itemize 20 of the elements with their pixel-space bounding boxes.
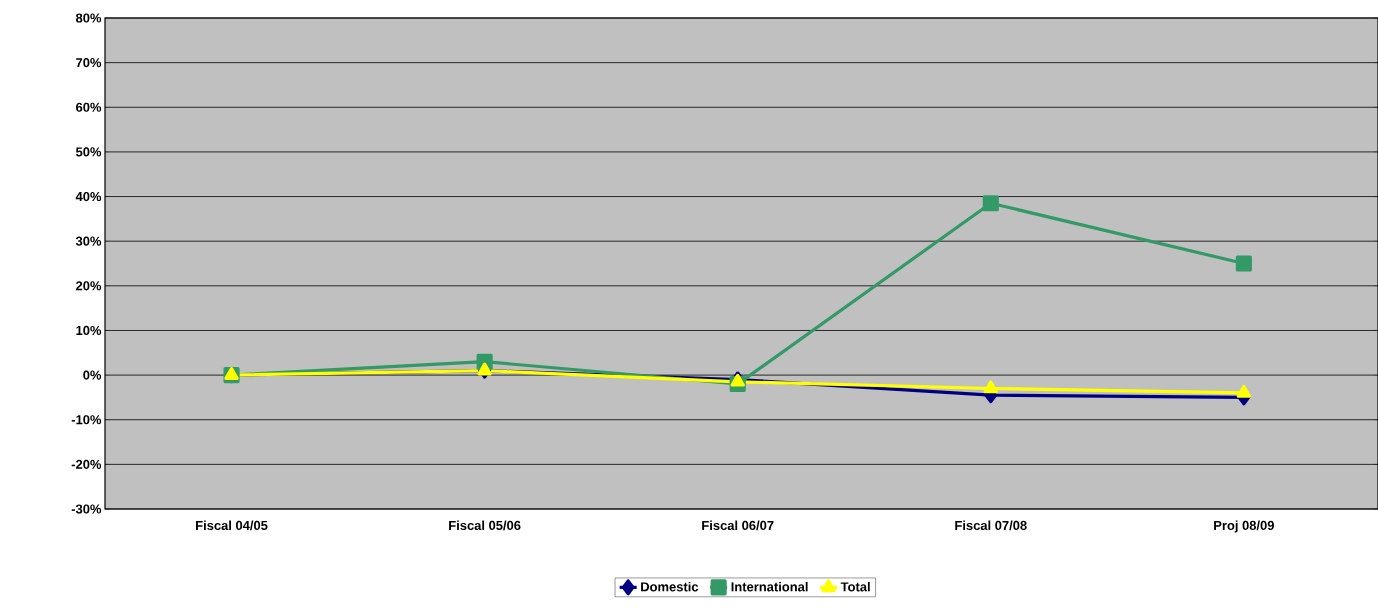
y-tick-label: -20%: [71, 459, 102, 469]
x-tick-label: Fiscal 07/08: [955, 520, 1027, 531]
y-tick-label: 60%: [76, 102, 102, 112]
y-tick-label: 20%: [76, 281, 102, 291]
x-tick-label: Fiscal 04/05: [196, 520, 268, 531]
y-tick-label: 30%: [75, 236, 102, 246]
y-tick-label: 40%: [75, 191, 102, 202]
x-tick-label: Proj 08/09: [1214, 520, 1274, 533]
y-tick-label: 10%: [76, 325, 102, 336]
x-tick-label: Fiscal 06/07: [702, 520, 774, 531]
y-tick-label: -10%: [71, 415, 102, 425]
legend-label: Total: [840, 581, 870, 592]
y-tick-label: 50%: [75, 147, 102, 157]
y-tick-label: 70%: [76, 58, 102, 68]
y-tick-label: 80%: [75, 13, 102, 23]
y-tick-label: 0%: [83, 370, 102, 380]
y-tick-label: -30%: [71, 504, 102, 514]
legend-label: International: [731, 581, 808, 592]
x-tick-label: Fiscal 05/06: [449, 520, 521, 531]
legend-label: Domestic: [641, 581, 699, 592]
